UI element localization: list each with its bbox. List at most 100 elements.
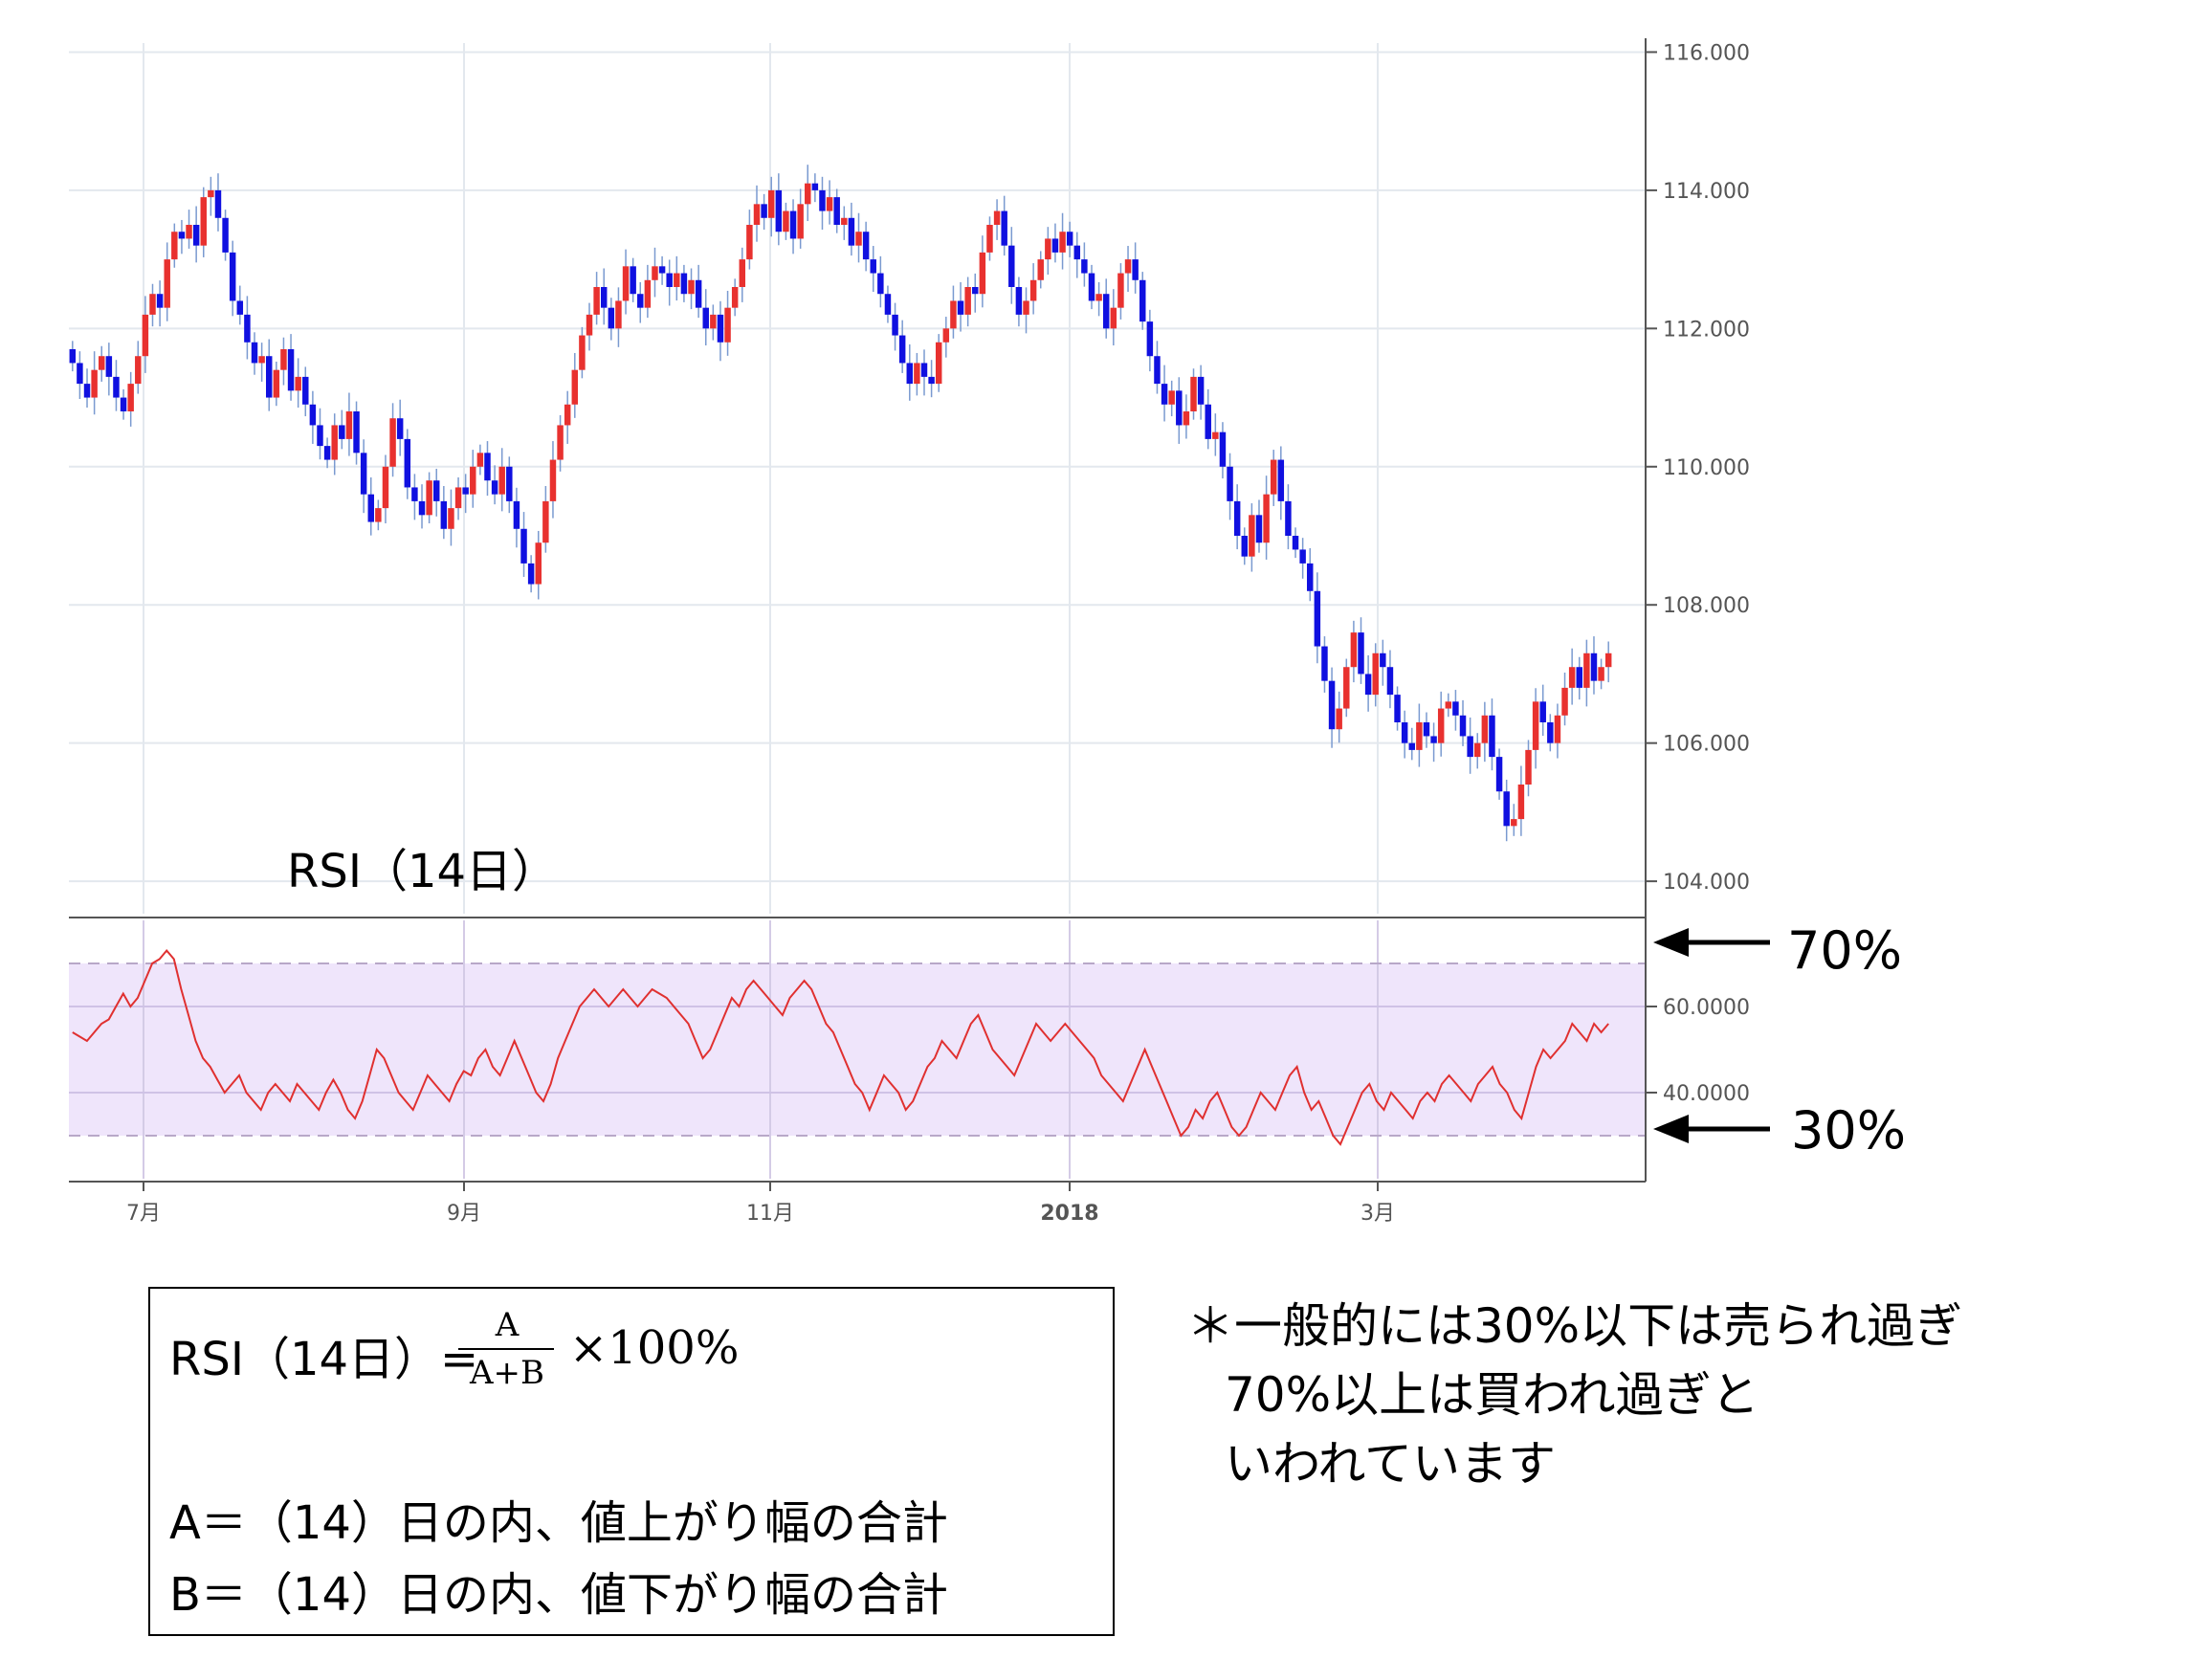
candle-body [972,287,979,295]
candle-body [935,342,942,385]
candle-body [1285,500,1292,536]
note-line-2: 70%以上は買われ過ぎと [1225,1367,1759,1423]
candle-body [993,210,1001,225]
candle-body [950,300,957,329]
candle-body [360,453,367,495]
candle-body [870,259,876,274]
rsi-y-axis: 40.0000 60.0000 [1646,996,1750,1106]
candle-body [775,189,783,232]
candle-body [142,314,149,357]
candle-body [914,363,920,385]
candle-body [630,266,636,295]
candle-body [1583,653,1590,688]
formula-fraction-bar [458,1348,554,1350]
candle-body [178,232,186,239]
candle-body [833,197,840,225]
candle-body [1299,549,1306,564]
candle-body [149,294,156,315]
candle-body [1219,431,1227,467]
candle-body [1343,667,1350,709]
candle-body [542,500,549,543]
rsi-line [72,948,1609,1146]
candle-body [615,300,622,329]
price-y-tick-label: 116.000 [1663,41,1750,65]
candle-body [1139,279,1146,322]
candle-body [317,425,323,447]
candle-body [1066,232,1073,246]
price-grid [69,43,1646,914]
candle-body [418,500,426,516]
candle-body [680,273,688,295]
candle-body [527,563,535,585]
candle-body [862,232,870,260]
candle-body [1117,273,1124,308]
candle-body [564,404,571,426]
candle-body [156,294,164,308]
candle-body [746,225,753,260]
candle-body [520,528,527,564]
candle-body [1095,294,1102,301]
candle-body [848,217,855,246]
candle-body [1386,667,1394,696]
candle-body [674,273,680,287]
candle-body [928,376,935,385]
candle-body [1001,210,1007,246]
candle-body [898,335,906,364]
candle-body [805,183,811,205]
candle-body [1511,819,1517,827]
candle-body [404,438,411,488]
candle-body [1088,273,1095,301]
candle-body [549,459,557,501]
candle-body [855,232,862,246]
candle-body [1372,653,1379,696]
candle-body [251,342,258,364]
arrow-30-head [1653,1115,1689,1143]
candle-body [280,349,287,370]
candle-body [688,279,695,295]
candle-body [135,356,142,385]
candle-body [1568,667,1576,688]
candle-body [535,542,542,585]
candle-body [1029,279,1037,301]
candle-body [331,425,338,460]
candle-body [1547,722,1554,743]
candle-body [702,307,709,329]
candle-body [1459,715,1467,737]
candle-body [454,487,462,509]
candle-body [345,411,353,439]
candle-body [1073,245,1081,260]
candle-body [186,225,192,239]
candle-body [462,487,469,495]
arrow-70 [1653,928,1770,957]
formula-box: RSI（14日）= A A+B ×100% A＝（14）日の内、値上がり幅の合計… [148,1287,1115,1636]
candle-body [1430,736,1437,743]
candle-body [120,397,127,411]
price-y-tick-label: 106.000 [1663,733,1750,757]
candle-body [811,183,819,190]
candle-body [1380,653,1386,668]
candle-body [1495,757,1503,792]
candle-body [1132,259,1139,280]
formula-numerator: A [495,1306,520,1344]
candle-body [717,314,724,343]
candle-body [1336,708,1342,730]
arrow-30 [1653,1115,1770,1143]
candle-body [1212,431,1219,439]
candle-body [1241,536,1249,557]
candle-body [353,411,360,453]
candle-body [127,384,134,411]
candle-body [1539,701,1546,722]
price-candles [69,165,1612,842]
candle-body [1168,390,1175,405]
candle-body [739,259,746,287]
candle-body [1154,356,1161,385]
candle-body [99,356,105,370]
rsi-title: RSI（14日） [287,845,558,898]
candle-body [1292,536,1299,550]
candle-body [1037,259,1044,280]
x-tick-label: 3月 [1360,1202,1395,1226]
candle-body [1532,701,1539,750]
candle-body [1263,494,1270,543]
candle-body [69,349,77,364]
